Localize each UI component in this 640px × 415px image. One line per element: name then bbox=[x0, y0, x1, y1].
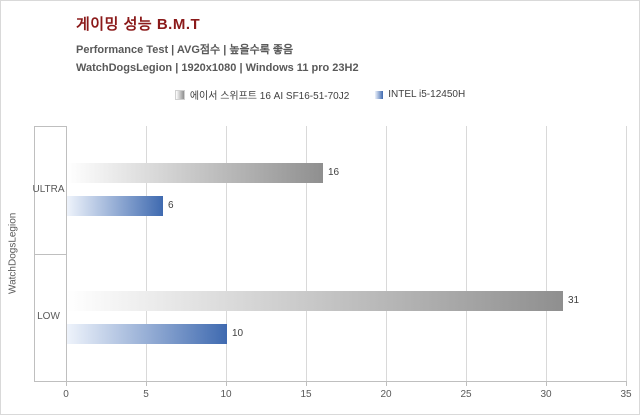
gridline bbox=[386, 126, 387, 381]
bar-ultra-series-2 bbox=[67, 196, 163, 217]
x-axis-tick-label: 30 bbox=[540, 389, 552, 400]
plot-area: 0 5 10 15 20 25 30 35 ULTRA 16 6 LOW 31 10 bbox=[32, 126, 632, 400]
chart-subtitle-2: WatchDogsLegion | 1920x1080 | Windows 11… bbox=[76, 62, 359, 74]
x-axis-tick-label: 20 bbox=[380, 389, 392, 400]
legend-swatch-icon bbox=[375, 90, 384, 99]
gridline bbox=[226, 126, 227, 381]
chart-subtitle-1: Performance Test | AVG점수 | 높을수록 좋음 bbox=[76, 44, 294, 56]
x-axis-tick-label: 35 bbox=[620, 389, 632, 400]
x-axis-tick bbox=[66, 382, 67, 386]
legend-label: 에이서 스위프트 16 AI SF16-51-70J2 bbox=[189, 91, 350, 102]
gridline bbox=[626, 126, 627, 381]
x-axis-tick bbox=[466, 382, 467, 386]
x-axis-tick bbox=[546, 382, 547, 386]
legend: 에이서 스위프트 16 AI SF16-51-70J2 INTEL i5-1245… bbox=[1, 87, 639, 102]
chart-title: 게이밍 성능 B.M.T bbox=[76, 16, 201, 33]
x-axis-tick-label: 5 bbox=[143, 389, 149, 400]
gridline bbox=[466, 126, 467, 381]
gridline bbox=[146, 126, 147, 381]
category-group-separator bbox=[34, 381, 66, 382]
y-axis-line bbox=[66, 126, 67, 381]
bar-ultra-series-1 bbox=[67, 163, 323, 184]
bar-low-series-2 bbox=[67, 323, 227, 344]
legend-item-1: 에이서 스위프트 16 AI SF16-51-70J2 bbox=[174, 87, 350, 102]
y-axis-group-label: WatchDogsLegion bbox=[7, 212, 19, 295]
category-label: LOW bbox=[37, 311, 60, 323]
x-axis-tick bbox=[306, 382, 307, 386]
x-axis-tick-label: 10 bbox=[220, 389, 232, 400]
gridline bbox=[546, 126, 547, 381]
x-axis-tick-label: 25 bbox=[460, 389, 472, 400]
x-axis-tick bbox=[226, 382, 227, 386]
x-axis-tick bbox=[626, 382, 627, 386]
gridline bbox=[306, 126, 307, 381]
category-group-separator bbox=[34, 253, 66, 255]
bar-low-series-1 bbox=[67, 290, 563, 311]
bar-value-label: 31 bbox=[568, 294, 580, 306]
x-axis-tick bbox=[386, 382, 387, 386]
bar-value-label: 6 bbox=[168, 200, 174, 212]
category-label: ULTRA bbox=[32, 183, 65, 195]
x-axis-tick bbox=[146, 382, 147, 386]
x-axis-line bbox=[66, 381, 627, 382]
legend-label: INTEL i5-12450H bbox=[388, 89, 466, 100]
bar-value-label: 10 bbox=[232, 327, 244, 339]
x-axis-tick-label: 0 bbox=[63, 389, 69, 400]
category-group-separator bbox=[34, 126, 66, 127]
legend-swatch-icon bbox=[174, 89, 185, 100]
bar-value-label: 16 bbox=[328, 167, 340, 179]
x-axis-tick-label: 15 bbox=[300, 389, 312, 400]
legend-item-2: INTEL i5-12450H bbox=[375, 89, 465, 100]
